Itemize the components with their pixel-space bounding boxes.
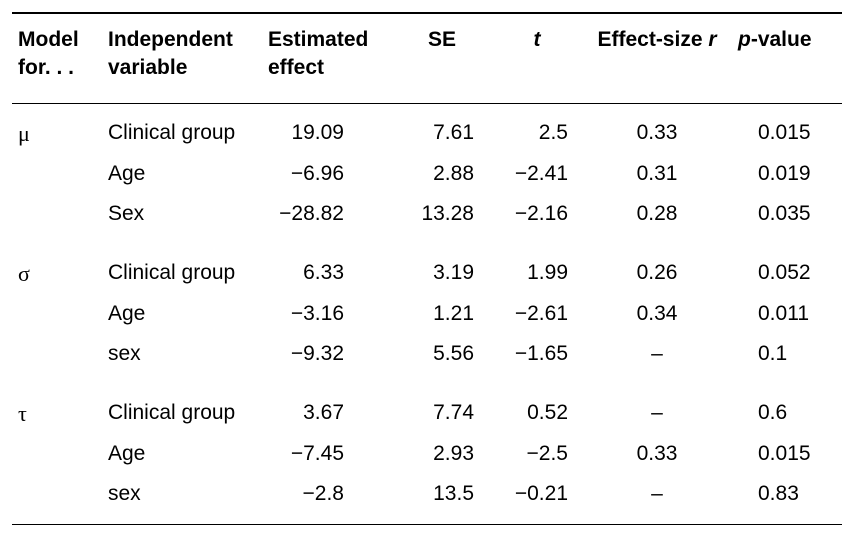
cell-t: 2.5 [492, 103, 582, 154]
table-row: Age−3.161.21−2.610.340.011 [12, 294, 842, 334]
stats-table: Modelfor. . . Independentvariable Estima… [12, 12, 842, 525]
cell-model [12, 154, 102, 194]
cell-estimate: −6.96 [262, 154, 392, 194]
cell-effect: – [582, 334, 732, 383]
cell-pvalue: 0.83 [732, 474, 842, 524]
cell-se: 2.88 [392, 154, 492, 194]
cell-model [12, 334, 102, 383]
cell-t: −2.16 [492, 194, 582, 243]
cell-model [12, 294, 102, 334]
cell-effect: 0.28 [582, 194, 732, 243]
cell-t: −1.65 [492, 334, 582, 383]
cell-effect: 0.33 [582, 434, 732, 474]
cell-model [12, 194, 102, 243]
cell-variable: Age [102, 154, 262, 194]
cell-estimate: −9.32 [262, 334, 392, 383]
cell-estimate: −28.82 [262, 194, 392, 243]
cell-estimate: −7.45 [262, 434, 392, 474]
table-body: μClinical group19.097.612.50.330.015Age−… [12, 103, 842, 524]
cell-variable: Clinical group [102, 103, 262, 154]
cell-estimate: 3.67 [262, 384, 392, 435]
cell-se: 1.21 [392, 294, 492, 334]
table-row: sex−2.813.5−0.21–0.83 [12, 474, 842, 524]
cell-variable: Age [102, 294, 262, 334]
cell-pvalue: 0.015 [732, 434, 842, 474]
cell-model: σ [12, 244, 102, 295]
col-estimate: Estimatedeffect [262, 13, 392, 103]
cell-pvalue: 0.015 [732, 103, 842, 154]
cell-effect: 0.26 [582, 244, 732, 295]
cell-effect: – [582, 474, 732, 524]
table-row: μClinical group19.097.612.50.330.015 [12, 103, 842, 154]
cell-pvalue: 0.052 [732, 244, 842, 295]
cell-pvalue: 0.011 [732, 294, 842, 334]
cell-estimate: −2.8 [262, 474, 392, 524]
cell-t: 1.99 [492, 244, 582, 295]
cell-estimate: 6.33 [262, 244, 392, 295]
cell-variable: Clinical group [102, 244, 262, 295]
cell-pvalue: 0.6 [732, 384, 842, 435]
cell-se: 13.28 [392, 194, 492, 243]
col-t: t [492, 13, 582, 103]
cell-t: −2.41 [492, 154, 582, 194]
cell-se: 2.93 [392, 434, 492, 474]
col-pvalue: p-value [732, 13, 842, 103]
cell-variable: sex [102, 334, 262, 383]
cell-effect: 0.33 [582, 103, 732, 154]
cell-variable: Age [102, 434, 262, 474]
table-container: Modelfor. . . Independentvariable Estima… [0, 0, 857, 537]
cell-se: 7.74 [392, 384, 492, 435]
table-header-row: Modelfor. . . Independentvariable Estima… [12, 13, 842, 103]
cell-model [12, 434, 102, 474]
cell-t: −2.5 [492, 434, 582, 474]
cell-pvalue: 0.035 [732, 194, 842, 243]
col-se: SE [392, 13, 492, 103]
table-row: Age−7.452.93−2.50.330.015 [12, 434, 842, 474]
cell-estimate: −3.16 [262, 294, 392, 334]
cell-effect: 0.31 [582, 154, 732, 194]
cell-t: −0.21 [492, 474, 582, 524]
col-model: Modelfor. . . [12, 13, 102, 103]
col-variable: Independentvariable [102, 13, 262, 103]
table-row: τClinical group3.677.740.52–0.6 [12, 384, 842, 435]
cell-variable: sex [102, 474, 262, 524]
table-row: σClinical group6.333.191.990.260.052 [12, 244, 842, 295]
cell-estimate: 19.09 [262, 103, 392, 154]
cell-effect: – [582, 384, 732, 435]
table-row: sex−9.325.56−1.65–0.1 [12, 334, 842, 383]
cell-t: 0.52 [492, 384, 582, 435]
cell-se: 7.61 [392, 103, 492, 154]
cell-pvalue: 0.1 [732, 334, 842, 383]
cell-model: μ [12, 103, 102, 154]
cell-t: −2.61 [492, 294, 582, 334]
cell-model: τ [12, 384, 102, 435]
cell-pvalue: 0.019 [732, 154, 842, 194]
table-row: Age−6.962.88−2.410.310.019 [12, 154, 842, 194]
table-row: Sex−28.8213.28−2.160.280.035 [12, 194, 842, 243]
cell-model [12, 474, 102, 524]
cell-variable: Clinical group [102, 384, 262, 435]
cell-se: 5.56 [392, 334, 492, 383]
cell-effect: 0.34 [582, 294, 732, 334]
cell-se: 3.19 [392, 244, 492, 295]
cell-variable: Sex [102, 194, 262, 243]
col-effect: Effect-size r [582, 13, 732, 103]
cell-se: 13.5 [392, 474, 492, 524]
